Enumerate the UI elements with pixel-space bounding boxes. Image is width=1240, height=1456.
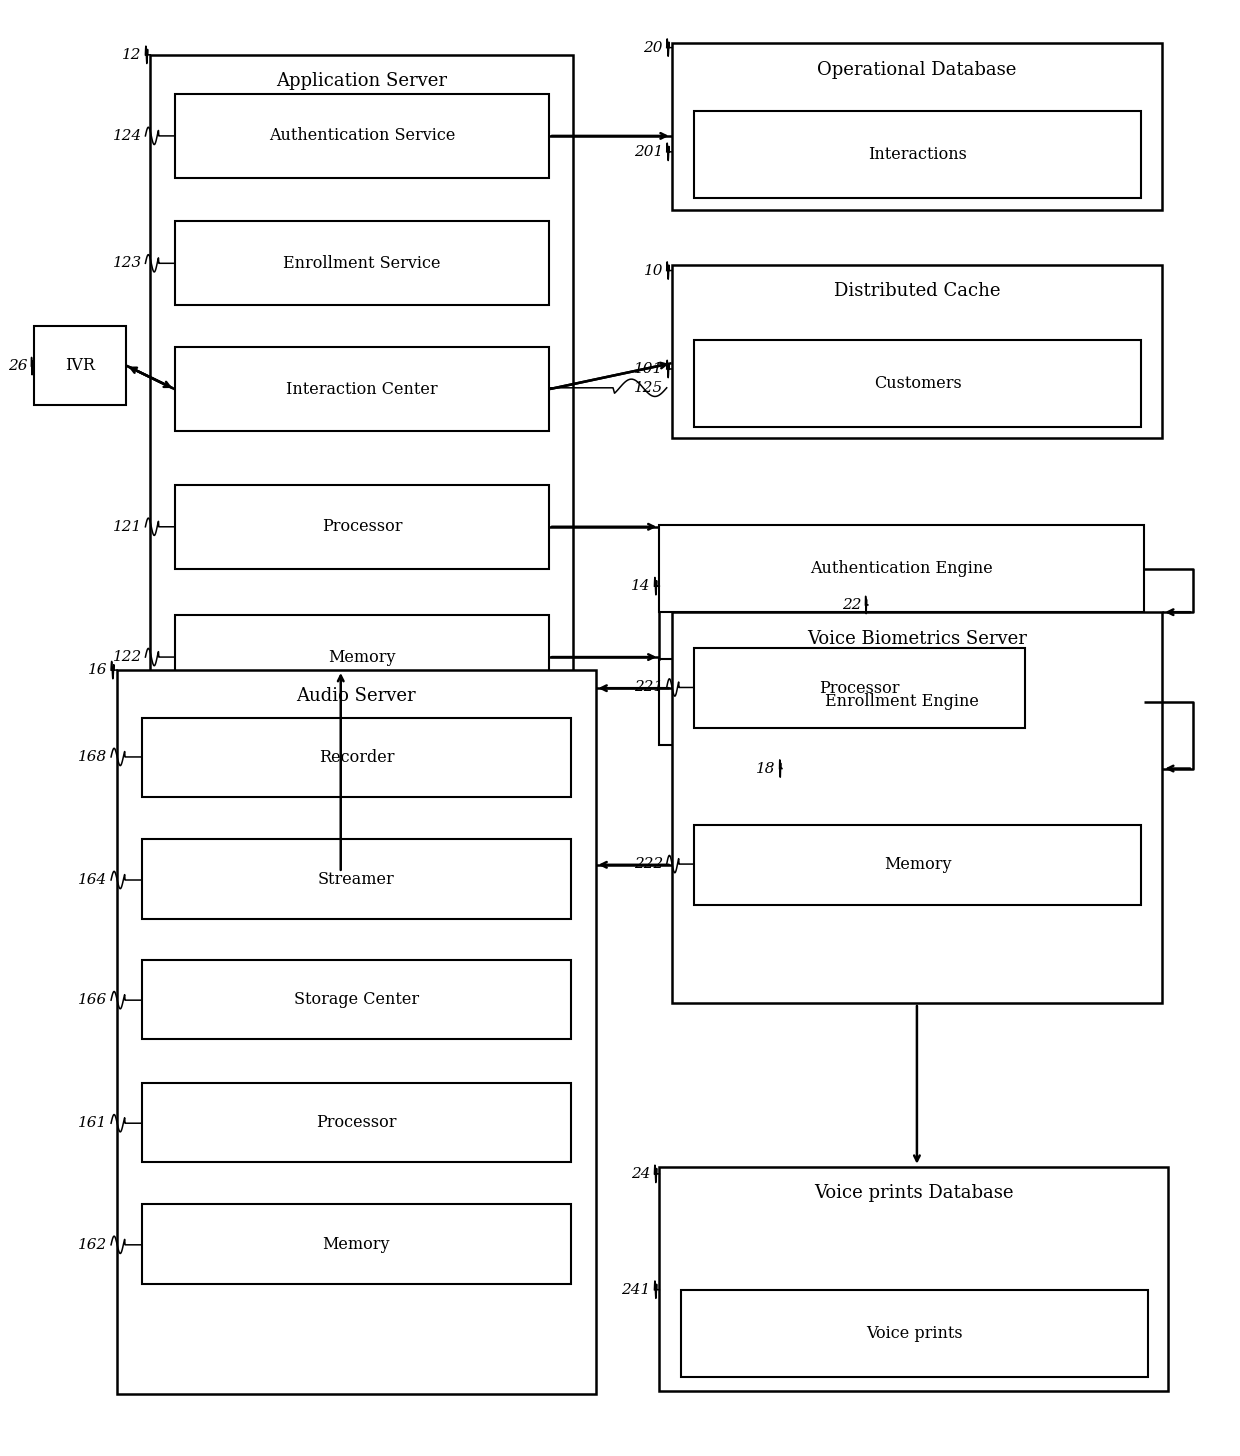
Text: 162: 162 [78,1238,108,1252]
Text: Audio Server: Audio Server [296,687,417,706]
Text: 20: 20 [644,41,663,54]
Text: Streamer: Streamer [317,871,394,888]
Text: 164: 164 [78,874,108,887]
Text: 12: 12 [123,48,141,61]
Bar [141,1083,572,1162]
Bar [175,221,549,306]
Bar [141,840,572,919]
Bar [693,341,1141,427]
Bar [175,485,549,569]
Text: Enrollment Engine: Enrollment Engine [825,693,978,711]
Text: 123: 123 [113,256,141,271]
Text: Memory: Memory [329,648,396,665]
Bar [682,1290,1147,1376]
Bar [141,718,572,798]
Text: 22: 22 [842,598,862,612]
Text: 241: 241 [621,1283,651,1297]
Bar [693,111,1141,198]
Bar [672,612,1162,1003]
Text: Authentication Service: Authentication Service [269,128,455,144]
Bar [672,265,1162,438]
Text: 101: 101 [634,363,663,376]
Text: 24: 24 [631,1166,651,1181]
Bar [141,1204,572,1284]
Text: 26: 26 [9,360,27,373]
Bar [693,648,1025,728]
Bar [175,614,549,699]
Bar [175,348,549,431]
Text: 124: 124 [113,130,141,143]
Bar [33,326,125,405]
Text: Processor: Processor [321,518,402,536]
Text: Voice Biometrics Server: Voice Biometrics Server [807,629,1027,648]
Text: 161: 161 [78,1117,108,1130]
Text: 221: 221 [634,680,663,695]
Text: Recorder: Recorder [319,750,394,766]
Text: 122: 122 [113,649,141,664]
Text: Voice prints: Voice prints [867,1325,962,1341]
Text: 16: 16 [88,662,108,677]
Text: Customers: Customers [874,376,961,392]
Text: Memory: Memory [884,856,951,874]
Bar [175,95,549,178]
Bar [660,1166,1168,1390]
Bar [660,526,1143,612]
Text: 222: 222 [634,858,663,871]
Bar [141,960,572,1040]
Text: 18: 18 [756,761,776,776]
Text: 14: 14 [631,579,651,593]
Text: Voice prints Database: Voice prints Database [815,1184,1013,1203]
Text: Memory: Memory [322,1236,391,1252]
Text: 201: 201 [634,144,663,159]
Text: Operational Database: Operational Database [817,61,1017,79]
Text: 125: 125 [634,381,663,395]
Text: Storage Center: Storage Center [294,992,419,1008]
Text: Distributed Cache: Distributed Cache [833,282,1001,300]
Text: Authentication Engine: Authentication Engine [810,561,993,577]
Bar [672,44,1162,210]
Bar [660,658,1143,745]
Text: 10: 10 [644,264,663,278]
Text: Interactions: Interactions [868,146,967,163]
Text: 166: 166 [78,993,108,1008]
Text: Processor: Processor [820,680,899,696]
Text: Enrollment Service: Enrollment Service [283,255,440,272]
Text: 121: 121 [113,520,141,534]
Text: 168: 168 [78,750,108,764]
Text: Interaction Center: Interaction Center [286,381,438,397]
Bar [118,670,595,1393]
Bar [150,55,573,872]
Text: Application Server: Application Server [277,73,448,90]
Bar [693,826,1141,904]
Text: Processor: Processor [316,1114,397,1131]
Text: IVR: IVR [64,357,94,374]
